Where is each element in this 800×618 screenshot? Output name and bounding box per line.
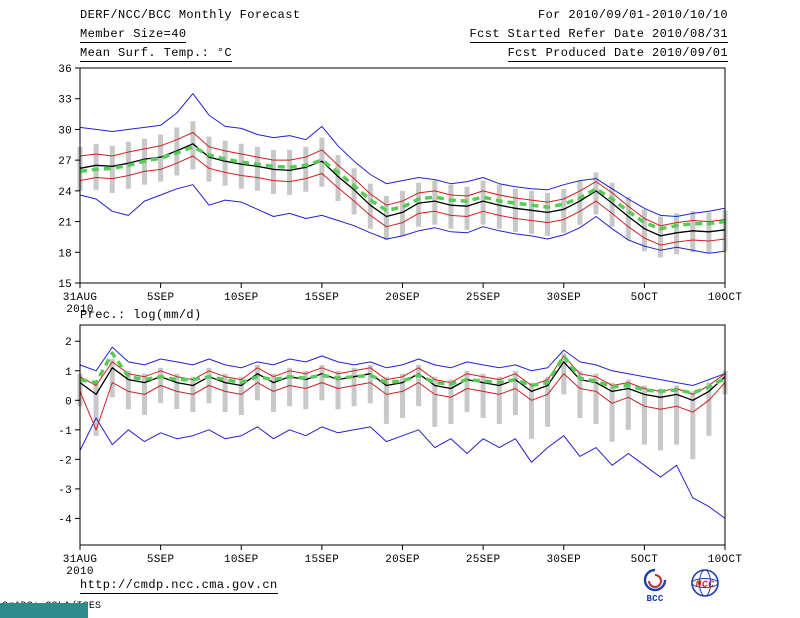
precipitation-ytick-label: -1	[58, 426, 72, 438]
temperature-xtick-label: 20SEP	[385, 292, 420, 304]
precipitation-ytick-label: 1	[65, 367, 72, 379]
temperature-xtick-label: 30SEP	[546, 292, 581, 304]
temperature-series-ensemble-min	[79, 184, 726, 254]
temperature-ytick-label: 27	[58, 156, 72, 168]
precipitation-xtick-label: 25SEP	[466, 554, 501, 566]
precipitation-ytick-label: -2	[58, 455, 72, 467]
precipitation-ytick-label: 0	[65, 396, 72, 408]
precipitation-xtick-label: 10OCT	[708, 554, 743, 566]
temperature-ytick-label: 15	[58, 279, 72, 291]
precipitation-xtick-label: 20SEP	[385, 554, 420, 566]
precipitation-series-ensemble-min	[79, 417, 726, 519]
ncc-logo: NCC	[691, 569, 719, 597]
temperature-xtick-label: 15SEP	[305, 292, 340, 304]
precipitation-xtick-label: 10SEP	[224, 554, 259, 566]
precip-panel-title: Prec.: log(mm/d)	[80, 308, 202, 322]
precipitation-xtick-label: 30SEP	[546, 554, 581, 566]
temperature-series-upper-quartile	[79, 132, 726, 227]
ncc-logo-globe	[691, 569, 719, 597]
temp-panel-title: Mean Surf. Temp.: °C	[80, 46, 233, 62]
temperature-series-ensemble-mean	[79, 143, 726, 237]
bcc-logo-mark	[643, 568, 667, 592]
precipitation-ytick-label: -3	[58, 485, 72, 497]
temperature-ytick-label: 36	[58, 64, 72, 76]
temperature-ytick-label: 21	[58, 218, 72, 230]
member-size-label: Member Size=40	[80, 27, 187, 43]
fcst-refer-date: Fcst Started Refer Date 2010/08/31	[469, 27, 728, 43]
forecast-title: DERF/NCC/BCC Monthly Forecast	[80, 8, 301, 22]
temperature-xtick-sublabel: 2010	[66, 304, 94, 316]
ncc-logo-label: NCC	[696, 580, 715, 591]
precipitation-xtick-sublabel: 2010	[66, 566, 94, 578]
temperature-series-climatology	[79, 145, 726, 231]
temperature-xtick-label: 10OCT	[708, 292, 743, 304]
temperature-xtick-label: 25SEP	[466, 292, 501, 304]
precipitation-ytick-label: -4	[58, 514, 72, 526]
precipitation-series-ensemble-max	[79, 346, 726, 386]
precipitation-spread-bars	[77, 353, 728, 460]
temperature-xtick-label: 5SEP	[147, 292, 175, 304]
temperature-ytick-label: 33	[58, 95, 72, 107]
temperature-xtick-label: 5OCT	[631, 292, 659, 304]
footer-url: http://cmdp.ncc.cma.gov.cn	[80, 578, 278, 594]
precipitation-series-lower-quartile	[79, 373, 726, 431]
temperature-ytick-label: 30	[58, 125, 72, 137]
precipitation-ytick-label: 2	[65, 337, 72, 349]
precipitation-xtick-label: 5SEP	[147, 554, 175, 566]
temperature-ytick-label: 18	[58, 248, 72, 260]
temperature-xtick-label: 31AUG	[63, 292, 98, 304]
precipitation-xtick-label: 5OCT	[631, 554, 659, 566]
forecast-period: For 2010/09/01-2010/10/10	[537, 8, 728, 22]
precipitation-series-ensemble-mean	[79, 361, 726, 401]
precipitation-xtick-label: 31AUG	[63, 554, 98, 566]
precipitation-series-climatology	[79, 351, 726, 395]
taskbar-fragment	[0, 603, 88, 618]
precipitation-plot-frame	[79, 324, 726, 546]
temperature-series-lower-quartile	[79, 155, 726, 246]
temperature-xtick-label: 10SEP	[224, 292, 259, 304]
temperature-series-ensemble-max	[79, 93, 726, 217]
precipitation-xtick-label: 15SEP	[305, 554, 340, 566]
bcc-logo-label: BCC	[646, 594, 663, 604]
temperature-ytick-label: 24	[58, 187, 72, 199]
bcc-logo: BCC	[643, 568, 667, 604]
fcst-produced-date: Fcst Produced Date 2010/09/01	[507, 46, 728, 62]
